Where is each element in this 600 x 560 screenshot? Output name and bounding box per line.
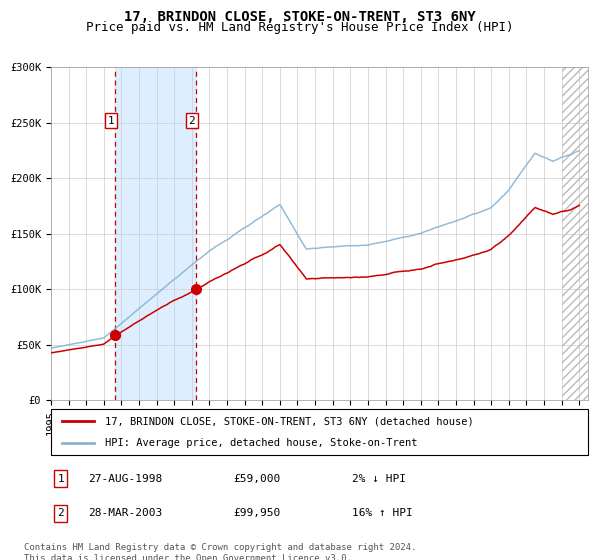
Text: 28-MAR-2003: 28-MAR-2003	[89, 508, 163, 519]
Text: 2: 2	[188, 115, 195, 125]
Bar	[562, 67, 588, 400]
Text: 16% ↑ HPI: 16% ↑ HPI	[352, 508, 412, 519]
Text: 1: 1	[57, 474, 64, 484]
Text: £59,000: £59,000	[233, 474, 281, 484]
Text: Contains HM Land Registry data © Crown copyright and database right 2024.
This d: Contains HM Land Registry data © Crown c…	[24, 543, 416, 560]
Text: Price paid vs. HM Land Registry's House Price Index (HPI): Price paid vs. HM Land Registry's House …	[86, 21, 514, 34]
Text: 17, BRINDON CLOSE, STOKE-ON-TRENT, ST3 6NY (detached house): 17, BRINDON CLOSE, STOKE-ON-TRENT, ST3 6…	[105, 416, 473, 426]
Text: 2% ↓ HPI: 2% ↓ HPI	[352, 474, 406, 484]
Text: 17, BRINDON CLOSE, STOKE-ON-TRENT, ST3 6NY: 17, BRINDON CLOSE, STOKE-ON-TRENT, ST3 6…	[124, 10, 476, 24]
Text: £99,950: £99,950	[233, 508, 281, 519]
Text: 1: 1	[107, 115, 114, 125]
Text: 27-AUG-1998: 27-AUG-1998	[89, 474, 163, 484]
Text: HPI: Average price, detached house, Stoke-on-Trent: HPI: Average price, detached house, Stok…	[105, 438, 417, 448]
Text: 2: 2	[57, 508, 64, 519]
FancyBboxPatch shape	[51, 409, 588, 455]
Bar	[115, 67, 196, 400]
